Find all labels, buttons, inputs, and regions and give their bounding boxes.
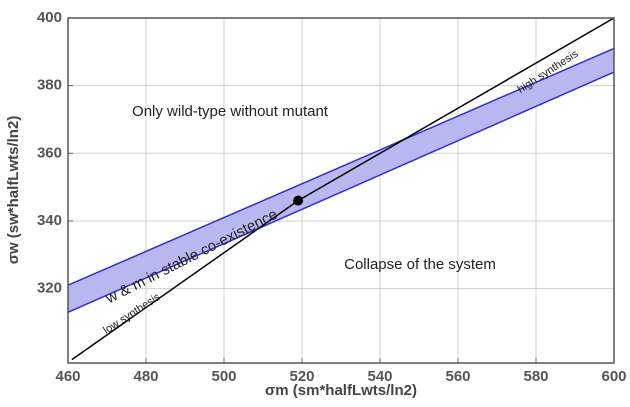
x-tick-label: 600 [601,368,626,385]
x-tick-label: 520 [289,368,314,385]
plot-frame [67,17,615,364]
y-tick-label: 320 [37,280,62,297]
x-tick-label: 500 [211,368,236,385]
annotation: Collapse of the system [344,256,496,273]
y-axis-title: σw (sw*halfLwts/ln2) [5,116,22,265]
y-tick-label: 340 [37,212,62,229]
band-edge [67,47,615,286]
x-tick-label: 580 [523,368,548,385]
x-tick-label: 460 [55,368,80,385]
x-tick-label: 560 [445,368,470,385]
y-tick-label: 380 [37,77,62,94]
coexistence-band [68,48,614,313]
x-axis-title: σm (sm*halfLwts/ln2) [265,382,417,399]
y-tick-label: 360 [37,144,62,161]
band-edge [67,71,615,313]
annotation: Only wild-type without mutant [132,103,329,120]
equilibrium-point [293,195,304,206]
x-tick-label: 540 [367,368,392,385]
x-tick-label: 480 [133,368,158,385]
y-tick-label: 400 [37,9,62,26]
